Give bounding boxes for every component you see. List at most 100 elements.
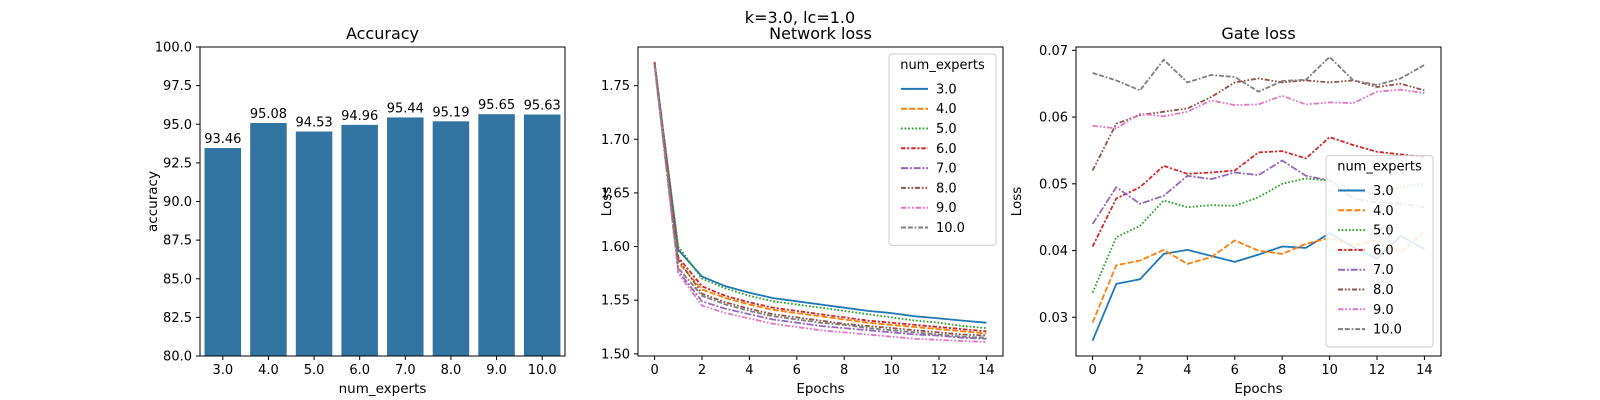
legend-item-9.0: 9.0 [901, 201, 957, 216]
series-line-9.0 [653, 66, 987, 343]
y-tick-label: 1.65 [601, 186, 630, 201]
legend-item-9.0: 9.0 [1338, 303, 1394, 318]
series-line-7.0 [653, 65, 987, 340]
y-tick-label: 85.0 [163, 272, 192, 287]
x-tick-label: 10 [1321, 363, 1338, 378]
x-tick-label: 9.0 [486, 363, 507, 378]
legend-item-label: 4.0 [1373, 204, 1394, 219]
bar-value-label: 95.65 [478, 98, 515, 113]
legend-item-3.0: 3.0 [1338, 184, 1394, 199]
legend-item-label: 3.0 [1373, 184, 1394, 199]
y-tick-label: 1.75 [601, 79, 630, 94]
series-line-6.0 [653, 61, 987, 333]
x-tick-label: 5.0 [304, 363, 325, 378]
bar-5.0 [295, 131, 333, 356]
x-tick-label: 14 [978, 363, 995, 378]
x-tick-label: 10.0 [528, 363, 557, 378]
figure-suptitle: k=3.0, lc=1.0 [744, 8, 856, 27]
y-tick-label: 0.06 [1039, 111, 1068, 126]
y-tick-label: 100.0 [155, 41, 192, 56]
legend-item-label: 10.0 [1373, 323, 1402, 338]
legend: num_experts 3.0 4.0 5.0 6.0 7.0 8.0 9.0 10.0 [888, 53, 997, 246]
bar-3.0 [204, 148, 242, 356]
legend-item-label: 9.0 [1373, 303, 1394, 318]
x-tick-label: 8.0 [441, 363, 462, 378]
legend-item-10.0: 10.0 [901, 221, 965, 236]
legend-item-label: 3.0 [936, 82, 957, 97]
y-tick-label: 1.70 [601, 133, 630, 148]
y-tick-label: 0.03 [1039, 311, 1068, 326]
series-line-3.0 [653, 62, 987, 324]
bar-7.0 [387, 117, 424, 357]
chart-accuracy: 93.46 3.0 95.08 4.0 94.53 5.0 94.96 6.0 95.44 7.0… [145, 24, 566, 397]
bar-8.0 [432, 121, 470, 356]
legend-item-label: 6.0 [936, 142, 957, 157]
x-tick-label: 0 [1088, 363, 1096, 378]
bar-value-label: 95.63 [524, 99, 561, 114]
axes-spines [1075, 46, 1442, 357]
bar-value-label: 95.44 [387, 101, 424, 116]
legend-item-label: 8.0 [1373, 283, 1394, 298]
x-tick-label: 10 [883, 363, 900, 378]
legend-box [1325, 155, 1434, 348]
y-tick-label: 97.5 [163, 79, 192, 94]
bar-value-label: 95.19 [432, 105, 469, 120]
y-axis-label: accuracy [145, 171, 161, 232]
y-tick-label: 92.5 [163, 156, 192, 171]
chart-gate-loss: 0 2 4 6 8 10 12 14 Gate loss Epochs Loss 0.03 0.04 0.… [1009, 24, 1442, 397]
series-line-8.0 [653, 62, 987, 337]
series-line-7.0 [1091, 159, 1425, 225]
legend-item-7.0: 7.0 [1338, 263, 1394, 278]
legend-item-label: 5.0 [1373, 224, 1394, 239]
series-line-10.0 [653, 64, 987, 339]
x-tick-label: 6.0 [349, 363, 370, 378]
bar-value-label: 94.53 [295, 116, 332, 131]
y-tick-label: 0.05 [1039, 177, 1068, 192]
y-tick-label: 80.0 [163, 350, 192, 365]
legend-item-4.0: 4.0 [901, 102, 957, 117]
y-tick-label: 90.0 [163, 195, 192, 210]
x-tick-label: 2 [1136, 363, 1144, 378]
bar-9.0 [478, 114, 515, 357]
bar-6.0 [341, 124, 378, 356]
legend-item-5.0: 5.0 [1338, 224, 1394, 239]
legend-item-8.0: 8.0 [901, 181, 957, 196]
legend-item-label: 10.0 [936, 221, 965, 236]
chart-network-loss: 0 2 4 6 8 10 12 14 Network loss Epochs Loss 1.50 1.5… [599, 24, 1004, 397]
legend-item-4.0: 4.0 [1338, 204, 1394, 219]
legend-item-label: 4.0 [936, 102, 957, 117]
bar-value-label: 93.46 [204, 132, 241, 147]
legend-title: num_experts [1337, 160, 1422, 175]
legend-box [888, 53, 997, 246]
x-tick-label: 0 [650, 363, 658, 378]
series-line-4.0 [653, 61, 987, 335]
y-axis-label: Loss [599, 187, 615, 217]
x-axis-label: num_experts [339, 381, 427, 397]
series-line-4.0 [1091, 231, 1425, 323]
x-axis-label: Epochs [1234, 381, 1282, 397]
y-tick-label: 95.0 [163, 118, 192, 133]
y-tick-label: 0.07 [1039, 44, 1068, 59]
legend-item-label: 9.0 [936, 201, 957, 216]
legend-item-3.0: 3.0 [901, 82, 957, 97]
x-tick-label: 8 [840, 363, 848, 378]
legend-item-label: 5.0 [936, 122, 957, 137]
legend-item-label: 7.0 [936, 162, 957, 177]
series-line-9.0 [1092, 88, 1425, 130]
legend-item-7.0: 7.0 [901, 162, 957, 177]
chart-title: Accuracy [346, 24, 419, 43]
x-tick-label: 12 [931, 363, 948, 378]
chart-title: Gate loss [1221, 24, 1295, 43]
legend-item-6.0: 6.0 [1338, 243, 1394, 258]
bar-4.0 [250, 123, 287, 356]
legend-item-8.0: 8.0 [1338, 283, 1394, 298]
y-tick-label: 82.5 [163, 311, 192, 326]
x-tick-label: 7.0 [395, 363, 416, 378]
chart-title: Network loss [769, 24, 872, 43]
axes-spines [637, 46, 1004, 357]
y-tick-label: 1.50 [601, 347, 630, 362]
x-tick-label: 4.0 [258, 363, 279, 378]
x-tick-label: 4 [745, 363, 753, 378]
y-tick-label: 1.60 [601, 240, 630, 255]
